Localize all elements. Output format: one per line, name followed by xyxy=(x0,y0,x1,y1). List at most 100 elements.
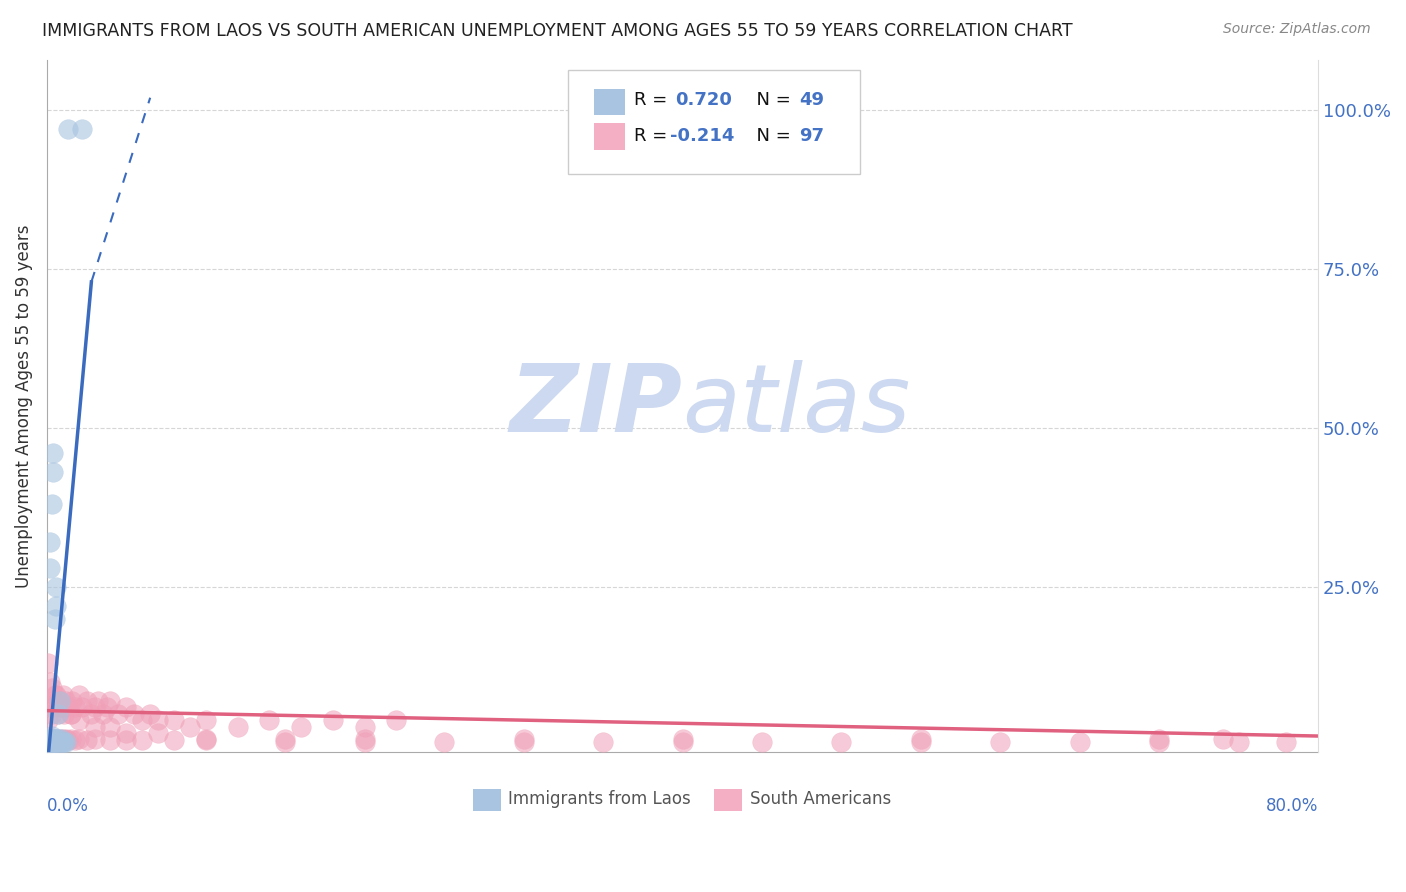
Point xyxy=(37,735,59,749)
Point xyxy=(353,735,375,749)
Point xyxy=(67,713,90,727)
Point xyxy=(194,713,217,727)
Point xyxy=(37,733,59,747)
Point xyxy=(45,688,67,702)
Point xyxy=(42,694,65,708)
Text: 49: 49 xyxy=(800,92,824,110)
Point xyxy=(37,735,59,749)
Point xyxy=(830,735,852,749)
Point xyxy=(1147,735,1170,749)
Point xyxy=(115,726,138,740)
Point xyxy=(41,681,63,696)
Point xyxy=(274,735,297,749)
Point xyxy=(124,706,146,721)
Point xyxy=(44,735,66,749)
Point xyxy=(39,675,62,690)
Text: 80.0%: 80.0% xyxy=(1265,797,1319,815)
Point xyxy=(46,733,69,747)
Point xyxy=(107,706,129,721)
Text: R =: R = xyxy=(634,127,673,145)
Point xyxy=(46,732,69,747)
Point xyxy=(44,733,66,747)
Point xyxy=(163,733,186,747)
Point xyxy=(83,719,105,733)
FancyBboxPatch shape xyxy=(568,70,860,174)
Point xyxy=(51,700,73,714)
Point xyxy=(274,732,297,747)
Point xyxy=(65,700,87,714)
Point xyxy=(52,732,75,747)
Point xyxy=(42,732,65,747)
Point xyxy=(46,694,69,708)
Point xyxy=(39,733,62,747)
Point xyxy=(671,735,693,749)
Point xyxy=(41,735,63,749)
Point xyxy=(44,688,66,702)
Point xyxy=(1069,735,1091,749)
Bar xyxy=(714,789,742,811)
Point xyxy=(59,732,82,747)
Point xyxy=(48,732,70,747)
Point xyxy=(65,733,87,747)
Point xyxy=(91,706,114,721)
Point xyxy=(80,706,103,721)
Point xyxy=(56,733,79,747)
Point xyxy=(41,733,63,747)
Point xyxy=(39,735,62,749)
Bar xyxy=(472,789,501,811)
Point xyxy=(52,735,75,749)
Point xyxy=(41,497,63,511)
Point xyxy=(51,733,73,747)
Point xyxy=(59,706,82,721)
Point xyxy=(163,713,186,727)
Point xyxy=(39,700,62,714)
Text: Source: ZipAtlas.com: Source: ZipAtlas.com xyxy=(1223,22,1371,37)
Point xyxy=(70,122,93,136)
Point xyxy=(115,700,138,714)
Point xyxy=(45,732,67,747)
Point xyxy=(910,732,932,747)
Point xyxy=(226,719,249,733)
Point xyxy=(433,735,456,749)
Point xyxy=(48,735,70,749)
Point xyxy=(76,694,98,708)
Point xyxy=(592,735,614,749)
Point xyxy=(100,733,122,747)
Point xyxy=(39,735,62,749)
Point xyxy=(39,560,62,574)
Point xyxy=(194,733,217,747)
Point xyxy=(42,735,65,749)
Point xyxy=(751,735,773,749)
Y-axis label: Unemployment Among Ages 55 to 59 years: Unemployment Among Ages 55 to 59 years xyxy=(15,224,32,588)
Point xyxy=(46,735,69,749)
Text: atlas: atlas xyxy=(682,360,911,451)
Point xyxy=(59,706,82,721)
Point xyxy=(42,735,65,749)
Point xyxy=(44,735,66,749)
Point xyxy=(45,580,67,594)
Point xyxy=(67,732,90,747)
Point xyxy=(45,735,67,749)
Point xyxy=(115,733,138,747)
Point xyxy=(100,694,122,708)
Text: Immigrants from Laos: Immigrants from Laos xyxy=(509,790,692,808)
Text: 97: 97 xyxy=(800,127,824,145)
Point xyxy=(353,719,375,733)
Point xyxy=(37,713,59,727)
Point xyxy=(100,719,122,733)
Point xyxy=(55,694,77,708)
Text: ZIP: ZIP xyxy=(509,359,682,451)
Point xyxy=(87,694,110,708)
Point xyxy=(1275,735,1298,749)
Point xyxy=(46,706,69,721)
Point xyxy=(39,535,62,549)
Point xyxy=(53,706,76,721)
Point xyxy=(41,735,63,749)
Point xyxy=(44,732,66,747)
Point xyxy=(41,729,63,743)
Point xyxy=(60,694,83,708)
Point xyxy=(290,719,312,733)
Point xyxy=(53,733,76,747)
Point xyxy=(512,735,534,749)
Point xyxy=(44,611,66,625)
